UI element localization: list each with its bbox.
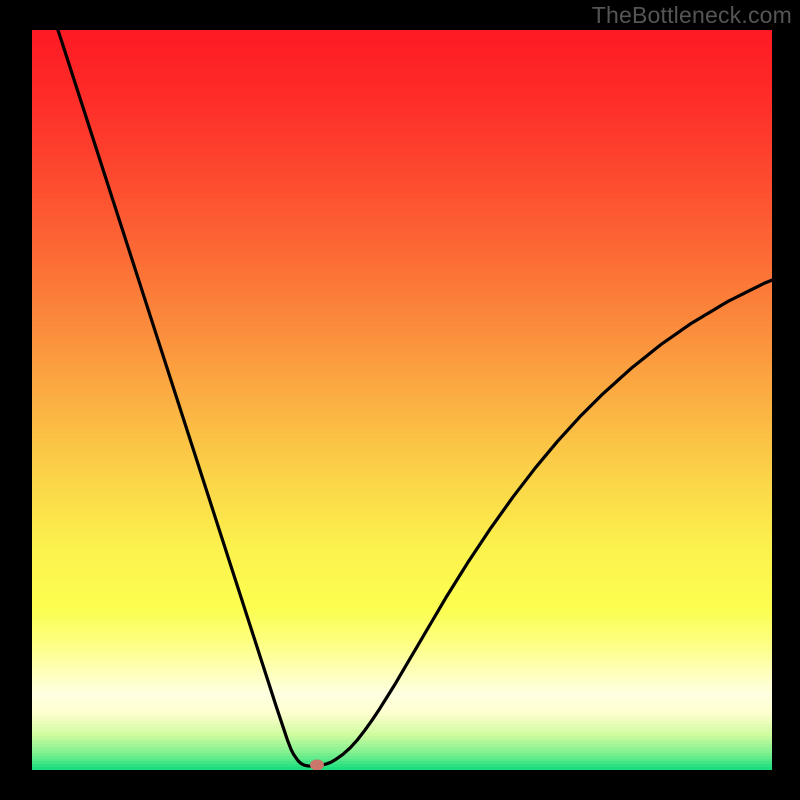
watermark-text: TheBottleneck.com: [592, 2, 792, 29]
curve-path: [58, 30, 772, 766]
chart-minimum-marker: [310, 759, 324, 770]
chart-curve: [32, 30, 772, 770]
chart-plot-area: [32, 30, 772, 770]
